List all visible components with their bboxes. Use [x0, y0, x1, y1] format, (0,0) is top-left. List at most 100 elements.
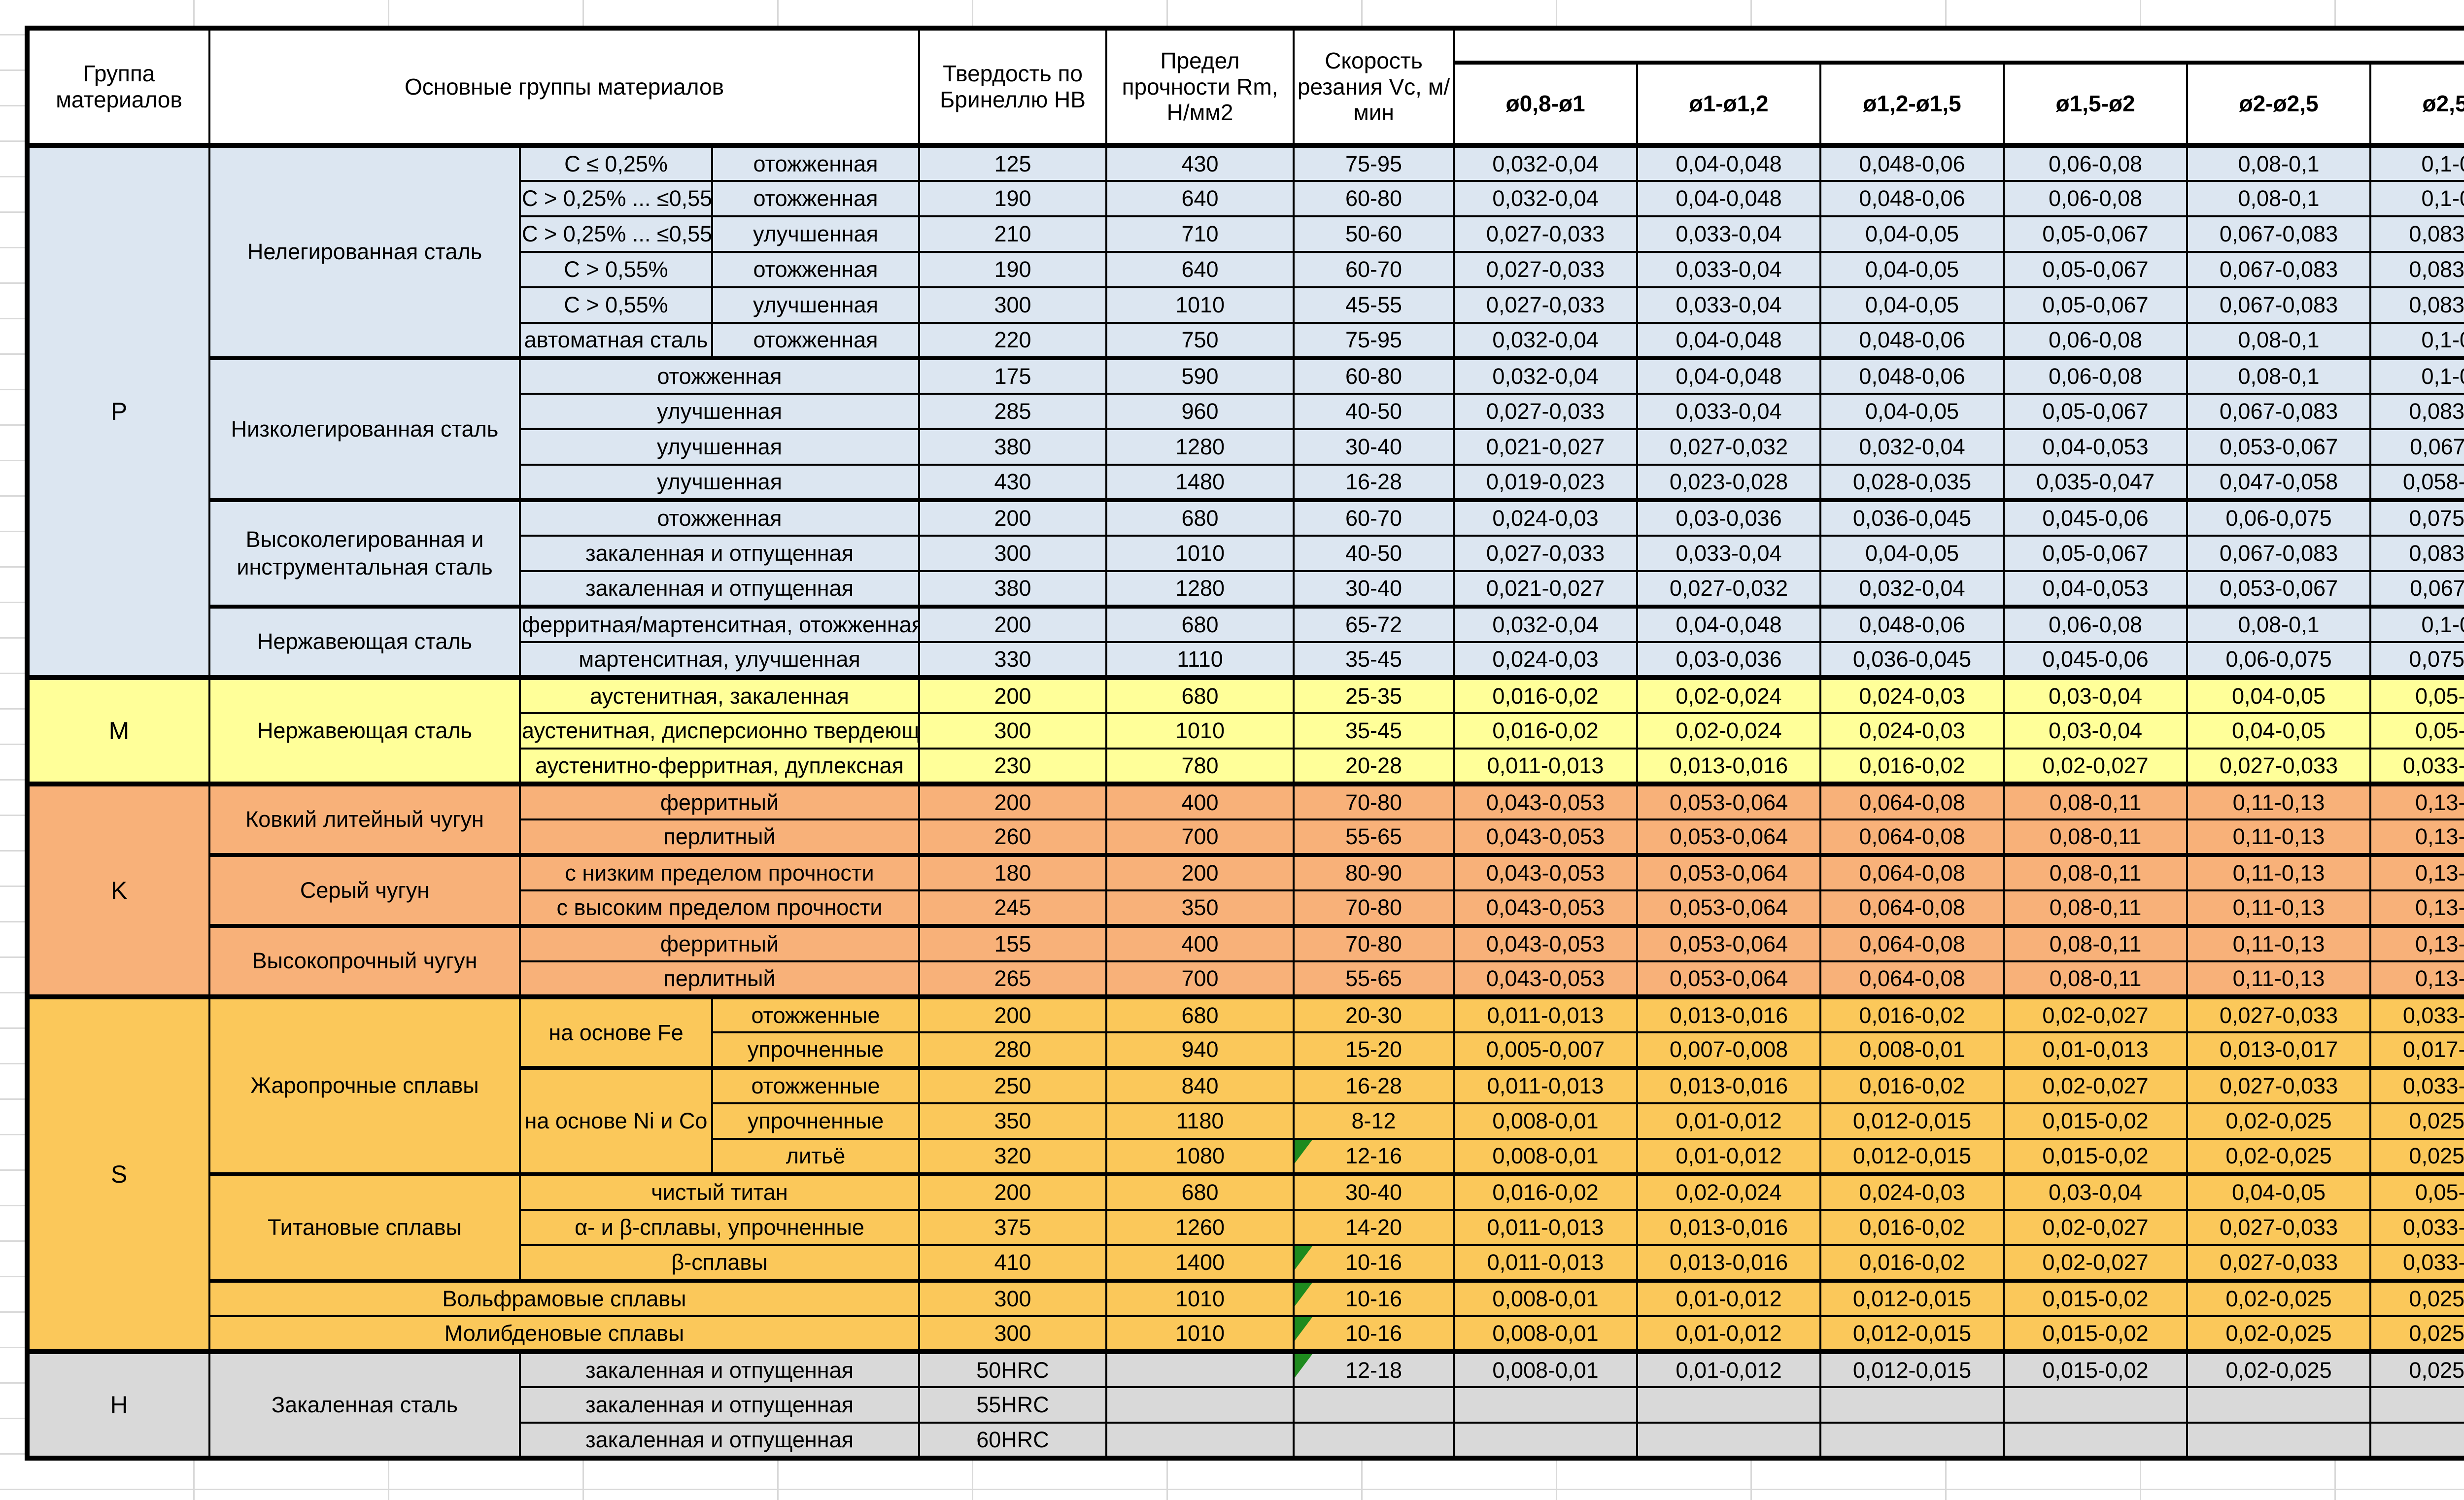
material-state[interactable]: мартенситная, улучшенная	[518, 641, 921, 679]
feed-value[interactable]: 0,048-0,06	[1819, 143, 2005, 182]
feed-value[interactable]: 0,01-0,012	[1636, 1349, 1822, 1388]
feed-value[interactable]: 0,043-0,053	[1453, 924, 1639, 962]
strength-value[interactable]	[1105, 1349, 1295, 1388]
feed-value[interactable]: 0,036-0,045	[1819, 498, 2005, 537]
feed-value[interactable]	[2369, 1386, 2464, 1424]
hardness-value[interactable]: 190	[918, 180, 1108, 217]
feed-value[interactable]: 0,025-0,04	[2369, 1102, 2464, 1140]
hardness-value[interactable]: 260	[918, 818, 1108, 856]
feed-value[interactable]: 0,067-0,083	[2186, 215, 2372, 253]
group-code[interactable]: M	[26, 675, 210, 785]
hardness-value[interactable]: 245	[918, 889, 1108, 927]
feed-value[interactable]	[1819, 1386, 2005, 1424]
feed-value[interactable]: 0,11-0,13	[2186, 782, 2372, 820]
feed-value[interactable]: 0,013-0,016	[1636, 1209, 1822, 1246]
feed-value[interactable]: 0,032-0,04	[1453, 143, 1639, 182]
feed-value[interactable]: 0,016-0,02	[1819, 1066, 2005, 1104]
feed-value[interactable]: 0,008-0,01	[1819, 1031, 2005, 1069]
feed-value[interactable]: 0,1-0,16	[2369, 605, 2464, 643]
hardness-value[interactable]: 200	[918, 498, 1108, 537]
hardness-value[interactable]: 60HRC	[918, 1422, 1108, 1459]
strength-value[interactable]: 940	[1105, 1031, 1295, 1069]
feed-value[interactable]: 0,06-0,08	[2003, 322, 2189, 359]
feed-value[interactable]: 0,04-0,05	[2186, 712, 2372, 750]
material-state[interactable]: чистый титан	[518, 1172, 921, 1211]
feed-value[interactable]: 0,067-0,083	[2186, 393, 2372, 430]
feed-value[interactable]: 0,13-0,21	[2369, 853, 2464, 891]
feed-value[interactable]: 0,058-0,093	[2369, 464, 2464, 501]
group-code[interactable]: H	[26, 1349, 210, 1459]
feed-value[interactable]: 0,064-0,08	[1819, 782, 2005, 820]
feed-value[interactable]: 0,067-0,083	[2186, 535, 2372, 572]
feed-value[interactable]: 0,02-0,025	[2186, 1138, 2372, 1175]
strength-value[interactable]: 710	[1105, 215, 1295, 253]
cutting-speed-value[interactable]: 45-55	[1293, 286, 1455, 324]
material-descriptor[interactable]: C > 0,55%	[519, 251, 713, 288]
material-state[interactable]: упрочненные	[711, 1102, 921, 1140]
col-header-hardness[interactable]: Твердость по Бринеллю HB	[918, 27, 1108, 146]
feed-value[interactable]: 0,01-0,012	[1636, 1102, 1822, 1140]
strength-value[interactable]: 680	[1105, 605, 1295, 643]
material-state[interactable]: упрочненные	[711, 1031, 921, 1069]
strength-value[interactable]: 1180	[1105, 1102, 1295, 1140]
material-descriptor[interactable]: C > 0,55%	[519, 286, 713, 324]
material-state[interactable]: отожженная	[711, 322, 921, 359]
material-descriptor[interactable]: на основе Ni и Co	[519, 1066, 713, 1175]
cutting-speed-value-with-note-marker[interactable]: 12-18	[1293, 1349, 1455, 1388]
feed-value[interactable]: 0,075-0,12	[2369, 641, 2464, 679]
feed-value[interactable]: 0,013-0,016	[1636, 1244, 1822, 1282]
material-descriptor[interactable]: C ≤ 0,25%	[519, 143, 713, 182]
cutting-speed-value[interactable]: 20-30	[1293, 994, 1455, 1033]
col-header-material-group[interactable]: Группа материалов	[26, 27, 210, 146]
feed-value[interactable]: 0,11-0,13	[2186, 924, 2372, 962]
feed-value[interactable]: 0,013-0,016	[1636, 994, 1822, 1033]
subgroup-name[interactable]: Нержавеющая сталь	[208, 675, 521, 785]
hardness-value[interactable]: 200	[918, 782, 1108, 820]
feed-value[interactable]: 0,05-0,067	[2003, 393, 2189, 430]
cutting-speed-value[interactable]: 40-50	[1293, 393, 1455, 430]
feed-value[interactable]: 0,03-0,036	[1636, 498, 1822, 537]
cutting-speed-value[interactable]: 30-40	[1293, 428, 1455, 466]
feed-value[interactable]	[2003, 1422, 2189, 1459]
col-header-feed[interactable]: Подача Fn, мм/об	[1453, 27, 2464, 65]
feed-value[interactable]: 0,033-0,04	[1636, 215, 1822, 253]
strength-value[interactable]: 430	[1105, 143, 1295, 182]
material-state[interactable]: улучшенная	[518, 393, 921, 430]
feed-value[interactable]: 0,11-0,13	[2186, 818, 2372, 856]
group-code[interactable]: S	[26, 994, 210, 1353]
hardness-value[interactable]: 175	[918, 356, 1108, 395]
feed-value[interactable]: 0,025-0,04	[2369, 1349, 2464, 1388]
strength-value[interactable]: 1480	[1105, 464, 1295, 501]
strength-value[interactable]: 680	[1105, 994, 1295, 1033]
hardness-value[interactable]: 180	[918, 853, 1108, 891]
feed-value[interactable]: 0,053-0,067	[2186, 428, 2372, 466]
feed-value[interactable]: 0,012-0,015	[1819, 1138, 2005, 1175]
hardness-value[interactable]: 210	[918, 215, 1108, 253]
feed-value[interactable]: 0,02-0,027	[2003, 1066, 2189, 1104]
hardness-value[interactable]: 300	[918, 535, 1108, 572]
feed-value[interactable]: 0,033-0,053	[2369, 994, 2464, 1033]
feed-value[interactable]: 0,048-0,06	[1819, 605, 2005, 643]
strength-value[interactable]: 1010	[1105, 1279, 1295, 1317]
feed-value[interactable]: 0,04-0,05	[1819, 251, 2005, 288]
feed-value[interactable]: 0,027-0,033	[1453, 215, 1639, 253]
strength-value[interactable]: 200	[1105, 853, 1295, 891]
feed-value[interactable]: 0,064-0,08	[1819, 853, 2005, 891]
strength-value[interactable]: 640	[1105, 251, 1295, 288]
feed-value[interactable]: 0,007-0,008	[1636, 1031, 1822, 1069]
feed-value[interactable]: 0,032-0,04	[1453, 322, 1639, 359]
feed-value[interactable]: 0,015-0,02	[2003, 1138, 2189, 1175]
feed-value[interactable]: 0,02-0,027	[2003, 1244, 2189, 1282]
group-code[interactable]: P	[26, 143, 210, 679]
feed-value[interactable]: 0,027-0,033	[1453, 393, 1639, 430]
feed-value[interactable]: 0,13-0,21	[2369, 889, 2464, 927]
feed-value[interactable]: 0,032-0,04	[1819, 428, 2005, 466]
feed-value[interactable]: 0,053-0,064	[1636, 818, 1822, 856]
feed-value[interactable]	[1453, 1386, 1639, 1424]
feed-value[interactable]: 0,01-0,012	[1636, 1279, 1822, 1317]
feed-value[interactable]: 0,08-0,11	[2003, 782, 2189, 820]
cutting-speed-value[interactable]: 16-28	[1293, 464, 1455, 501]
feed-value[interactable]: 0,05-0,08	[2369, 712, 2464, 750]
feed-value[interactable]: 0,015-0,02	[2003, 1349, 2189, 1388]
cutting-speed-value[interactable]	[1293, 1422, 1455, 1459]
